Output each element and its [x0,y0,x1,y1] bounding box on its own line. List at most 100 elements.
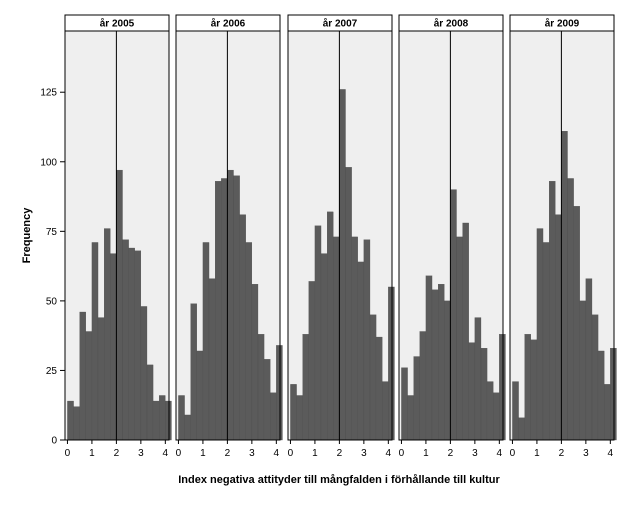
histogram-bar [536,228,544,441]
histogram-bar [104,228,111,441]
panel-frame [398,30,504,441]
x-axis-title: Index negativa attityder till mångfalden… [178,474,500,486]
histogram-bar [110,253,117,441]
histogram-bar [196,350,204,441]
panel-title: år 2006 [211,18,246,30]
histogram-bar [270,392,277,441]
x-tick-label: 2 [448,448,454,459]
histogram-bar [79,311,86,441]
x-tick-label: 4 [274,448,280,459]
histogram-bar [159,395,166,441]
y-tick-label: 25 [46,366,58,377]
histogram-bar [388,286,395,441]
histogram-bar [85,331,93,441]
histogram-bar [512,381,519,441]
histogram-bar [67,400,74,441]
y-tick-label: 50 [46,296,58,307]
histogram-bar [567,178,574,441]
histogram-bar [357,261,365,441]
histogram-bar [401,367,408,441]
histogram-bar [257,334,265,441]
histogram-bar [152,400,160,441]
histogram-bar [363,239,371,441]
y-tick-label: 75 [46,227,58,238]
histogram-bar [208,278,216,441]
x-tick-label: 2 [225,448,231,459]
x-tick-label: 2 [114,448,120,459]
histogram-bar [486,381,494,441]
histogram-bar [604,384,611,441]
histogram-bar [351,236,358,441]
panel-frame [509,30,615,441]
histogram-bar [239,214,246,441]
histogram-bar [530,339,538,441]
histogram-bar [375,336,383,441]
histogram-bar [419,331,427,441]
histogram-bar [146,364,154,441]
panel-frame [287,30,393,441]
histogram-bar [263,359,271,441]
histogram-bar [134,250,142,441]
histogram-bar [413,356,420,441]
x-tick-label: 2 [559,448,565,459]
histogram-bar [128,247,135,441]
histogram-bar [480,348,488,441]
histogram-bar [579,300,587,441]
histogram-bar [555,214,562,441]
histogram-bar [227,169,234,441]
histogram-bar [425,275,433,441]
histogram-bar [327,211,334,441]
histogram-bar [438,284,445,441]
x-tick-label: 0 [510,448,516,459]
histogram-bar [302,334,309,441]
histogram-bar [116,169,123,441]
y-tick-label: 100 [40,157,57,168]
histogram-bar [369,314,377,441]
histogram-bar [339,89,346,441]
histogram-bar [91,242,99,441]
histogram-bar [591,314,599,441]
x-tick-label: 1 [312,448,318,459]
histogram-bar [456,236,463,441]
x-tick-label: 1 [200,448,206,459]
y-axis-title: Frequency [21,207,33,264]
histogram-bar [251,284,259,441]
x-tick-label: 4 [608,448,614,459]
x-tick-label: 4 [386,448,392,459]
panel-title: år 2005 [100,18,135,30]
histogram-bar [499,334,506,441]
histogram-bar [474,317,482,441]
x-tick-label: 3 [472,448,478,459]
histogram-bar [610,348,617,441]
panel-title: år 2009 [545,18,580,30]
histogram-bar [165,400,172,441]
histogram-bar [585,278,593,441]
histogram-bar [573,206,580,441]
histogram-bar [202,242,210,441]
x-tick-label: 3 [138,448,144,459]
x-tick-label: 3 [583,448,589,459]
x-tick-label: 0 [399,448,405,459]
histogram-bar [333,236,340,441]
histogram-bar [450,189,457,441]
x-tick-label: 1 [534,448,540,459]
histogram-bar [542,242,550,441]
histogram-bar [314,225,322,441]
x-tick-label: 1 [89,448,95,459]
panel-frame [175,30,281,441]
x-tick-label: 3 [249,448,255,459]
panel-frame [64,30,170,441]
histogram-bar [345,167,352,441]
histogram-bar [308,281,316,441]
histogram-bar [524,334,531,441]
histogram-bar [462,222,469,441]
histogram-bar [493,392,500,441]
x-tick-label: 0 [288,448,294,459]
histogram-bar [140,306,148,441]
histogram-bar [276,345,283,441]
panel-title: år 2007 [323,18,358,30]
x-tick-label: 4 [497,448,503,459]
y-tick-label: 125 [40,88,57,99]
histogram-bar [561,131,568,441]
